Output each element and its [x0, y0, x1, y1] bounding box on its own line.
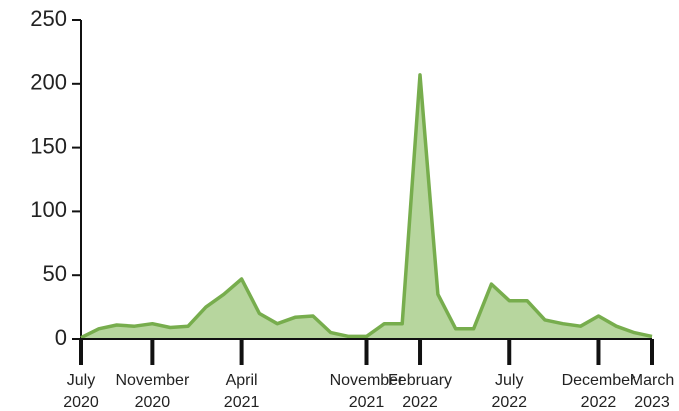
y-tick-label: 0: [55, 325, 67, 350]
x-tick-label: February 2022: [388, 372, 452, 411]
y-tick-label: 250: [30, 6, 67, 31]
area-line: [80, 73, 653, 340]
y-tick-label: 200: [30, 70, 67, 95]
x-tick-label: July 2020: [63, 372, 99, 411]
y-tick-label: 150: [30, 133, 67, 158]
area-fill: [81, 74, 652, 340]
x-tick-label: July 2022: [491, 372, 527, 411]
y-tick-label: 100: [30, 197, 67, 222]
y-tick-label: 50: [43, 261, 67, 286]
x-tick-label: December 2022: [562, 372, 636, 411]
x-tick-label: March 2023: [630, 372, 674, 411]
x-tick-label: November 2020: [115, 372, 189, 411]
x-tick-label: November 2021: [330, 372, 404, 411]
x-tick-label: April 2021: [224, 372, 260, 411]
